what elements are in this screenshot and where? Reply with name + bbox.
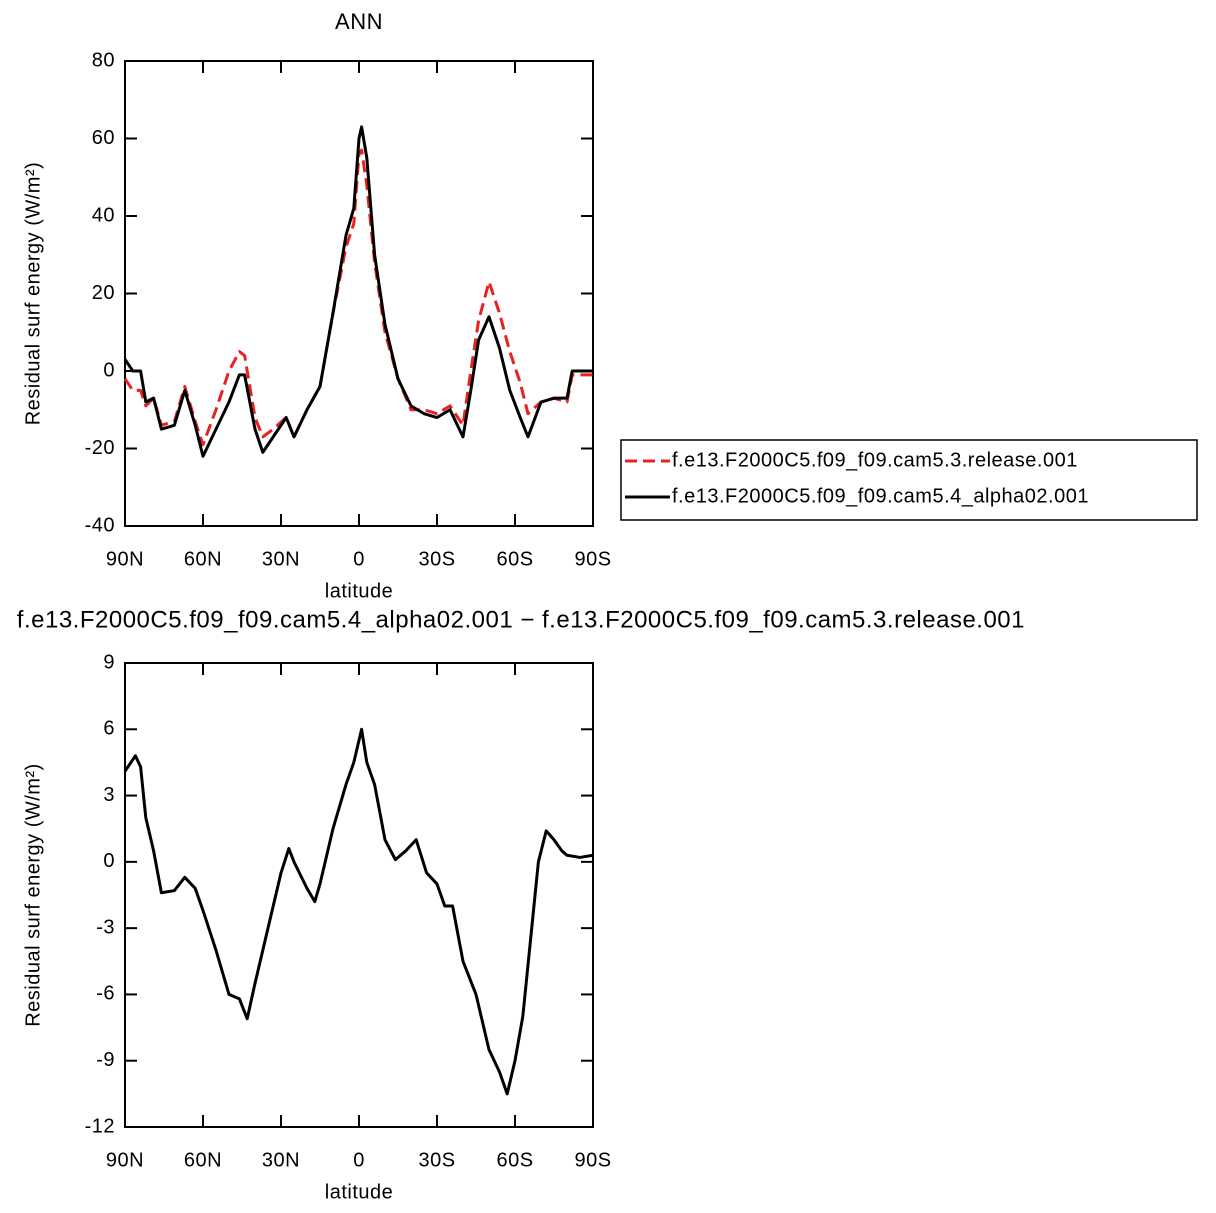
y-tick-label: -3 xyxy=(96,916,115,938)
y-tick-label: 3 xyxy=(103,784,115,806)
x-tick-label: 30N xyxy=(262,1149,300,1171)
y-tick-label: -6 xyxy=(96,983,115,1005)
y-tick-label: 6 xyxy=(103,718,115,740)
x-tick-label: 30N xyxy=(262,548,300,570)
chart-title: f.e13.F2000C5.f09_f09.cam5.4_alpha02.001… xyxy=(17,606,1025,633)
x-tick-label: 90N xyxy=(106,548,144,570)
y-tick-label: 9 xyxy=(103,651,115,673)
x-tick-label: 0 xyxy=(353,548,365,570)
y-tick-label: 60 xyxy=(92,127,115,149)
x-axis-label: latitude xyxy=(325,580,394,602)
series-line xyxy=(123,125,593,458)
y-axis-label: Residual surf energy (W/m²) xyxy=(22,763,44,1027)
series-line xyxy=(123,727,594,1096)
chart-title: ANN xyxy=(335,9,383,34)
y-tick-label: 20 xyxy=(92,282,115,304)
x-tick-label: 0 xyxy=(353,1149,365,1171)
x-tick-label: 90N xyxy=(106,1149,144,1171)
y-tick-label: 0 xyxy=(103,850,115,872)
x-tick-label: 90S xyxy=(574,1149,611,1171)
y-axis-label: Residual surf energy (W/m²) xyxy=(22,162,44,426)
x-tick-label: 60S xyxy=(496,548,533,570)
y-tick-label: -40 xyxy=(85,514,115,536)
x-tick-label: 90S xyxy=(574,548,611,570)
y-tick-label: 40 xyxy=(92,204,115,226)
plot-frame xyxy=(124,60,594,527)
legend-label: f.e13.F2000C5.f09_f09.cam5.4_alpha02.001 xyxy=(672,485,1089,507)
y-tick-label: -9 xyxy=(96,1049,115,1071)
y-tick-label: 80 xyxy=(92,49,115,71)
plot-frame xyxy=(124,662,594,1128)
x-tick-label: 60N xyxy=(184,1149,222,1171)
x-tick-label: 30S xyxy=(418,1149,455,1171)
x-tick-label: 60N xyxy=(184,548,222,570)
series-line xyxy=(123,148,593,447)
x-tick-label: 30S xyxy=(418,548,455,570)
y-tick-label: -12 xyxy=(85,1115,115,1137)
legend-label: f.e13.F2000C5.f09_f09.cam5.3.release.001 xyxy=(672,449,1078,471)
x-axis-label: latitude xyxy=(325,1181,394,1203)
y-tick-label: 0 xyxy=(103,359,115,381)
x-tick-label: 60S xyxy=(496,1149,533,1171)
y-tick-label: -20 xyxy=(85,437,115,459)
legend-box xyxy=(620,439,1198,521)
